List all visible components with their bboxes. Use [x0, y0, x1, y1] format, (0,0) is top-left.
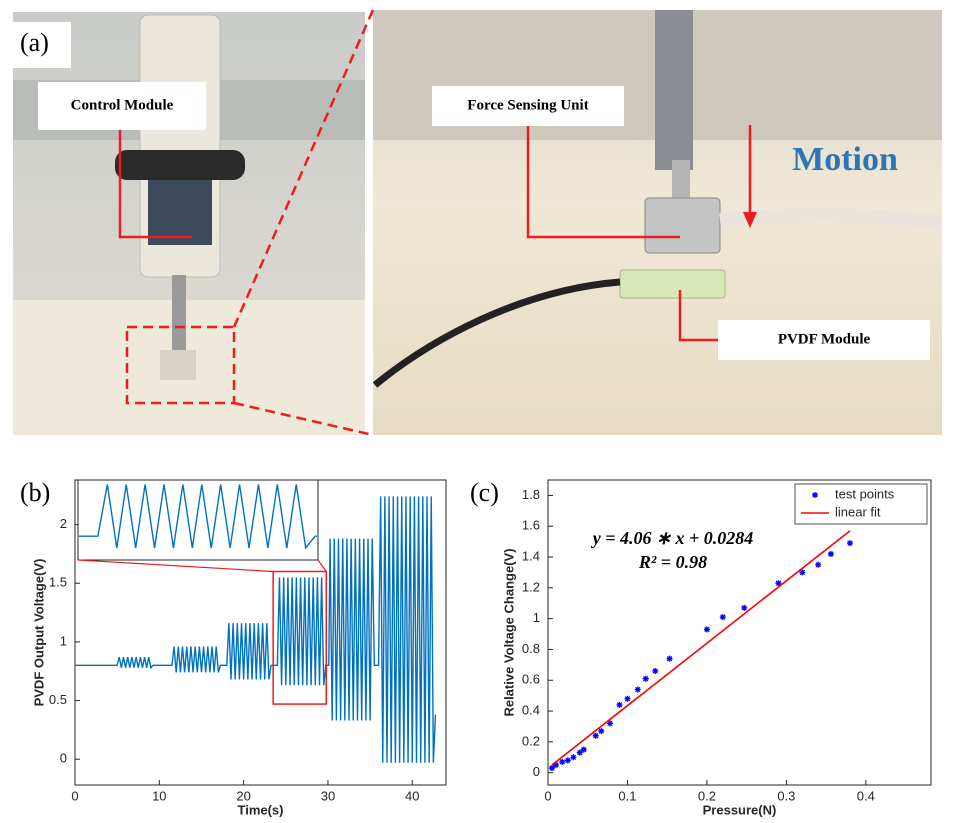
test-point [846, 540, 853, 547]
fit-annotation: R² = 0.98 [638, 552, 707, 572]
test-point [775, 580, 782, 587]
y-axis-label: PVDF Output Voltage(V) [31, 559, 46, 707]
y-tick-label: 0.2 [522, 733, 540, 748]
test-point [652, 668, 659, 675]
annotation-box [718, 320, 930, 360]
annotation-box [38, 82, 206, 130]
x-axis-label: Time(s) [238, 802, 284, 817]
zoom-box [272, 570, 328, 705]
test-point [606, 720, 613, 727]
test-point [616, 701, 623, 708]
x-tick-label: 0 [544, 788, 551, 803]
test-point [548, 765, 555, 772]
x-tick-label: 0.1 [618, 788, 636, 803]
test-point [719, 614, 726, 621]
y-tick-label: 1 [60, 633, 67, 648]
test-point [642, 675, 649, 682]
y-tick-label: 1.4 [522, 548, 540, 563]
panel-label: (b) [20, 478, 50, 507]
y-tick-label: 0.6 [522, 672, 540, 687]
inset [79, 484, 317, 550]
legend-label: test points [835, 486, 895, 501]
test-point [564, 757, 571, 764]
test-point [552, 761, 559, 768]
y-tick-label: 1.5 [49, 575, 67, 590]
legend-swatch [812, 492, 818, 498]
x-tick-label: 0.2 [698, 788, 716, 803]
test-point [827, 550, 834, 557]
x-tick-label: 40 [405, 788, 419, 803]
y-tick-label: 0.8 [522, 641, 540, 656]
label-box [13, 22, 71, 68]
test-point [580, 746, 587, 753]
x-tick-label: 0.3 [777, 788, 795, 803]
y-tick-label: 1.6 [522, 518, 540, 533]
y-tick-label: 1.8 [522, 487, 540, 502]
photo-left [13, 12, 365, 435]
y-tick-label: 0 [533, 764, 540, 779]
test-point [624, 695, 631, 702]
test-point [559, 758, 566, 765]
x-tick-label: 20 [236, 788, 250, 803]
annotation: Control Module [71, 97, 174, 113]
y-tick-label: 2 [60, 516, 67, 531]
test-point [741, 604, 748, 611]
annotation: Force Sensing Unit [467, 97, 588, 113]
x-tick-label: 30 [321, 788, 335, 803]
y-tick-label: 0.4 [522, 702, 540, 717]
test-point [570, 754, 577, 761]
test-point [799, 569, 806, 576]
test-point [815, 561, 822, 568]
y-tick-label: 1.2 [522, 579, 540, 594]
y-axis-label: Relative Voltage Change(V) [501, 548, 516, 716]
zoom-connector [77, 559, 274, 573]
signal-line [75, 496, 437, 763]
test-point [666, 655, 673, 662]
test-point [592, 732, 599, 739]
panel-label: (a) [20, 28, 49, 57]
test-point [598, 728, 605, 735]
fit-annotation: y = 4.06 ∗ x + 0.0284 [591, 528, 754, 548]
y-tick-label: 1 [533, 610, 540, 625]
y-tick-label: 0 [60, 751, 67, 766]
x-tick-label: 0 [71, 788, 78, 803]
photo-right [372, 10, 942, 435]
test-point [703, 626, 710, 633]
x-axis-label: Pressure(N) [703, 802, 777, 817]
panel-label: (c) [470, 478, 499, 507]
pointer-lines [118, 125, 757, 342]
legend-box [794, 483, 928, 525]
annotation-box [432, 86, 624, 126]
zoom-connector [317, 559, 327, 572]
motion-label: Motion [792, 141, 898, 178]
x-tick-label: 0.4 [857, 788, 875, 803]
legend-label: linear fit [835, 504, 881, 519]
plot-area [547, 479, 932, 786]
fit-line [551, 530, 851, 766]
y-tick-label: 0.5 [49, 692, 67, 707]
test-point [576, 749, 583, 756]
test-point [634, 686, 641, 693]
zoom-callout [125, 9, 375, 437]
inset-line [79, 484, 317, 550]
annotation: PVDF Module [778, 331, 871, 347]
x-tick-label: 10 [152, 788, 166, 803]
